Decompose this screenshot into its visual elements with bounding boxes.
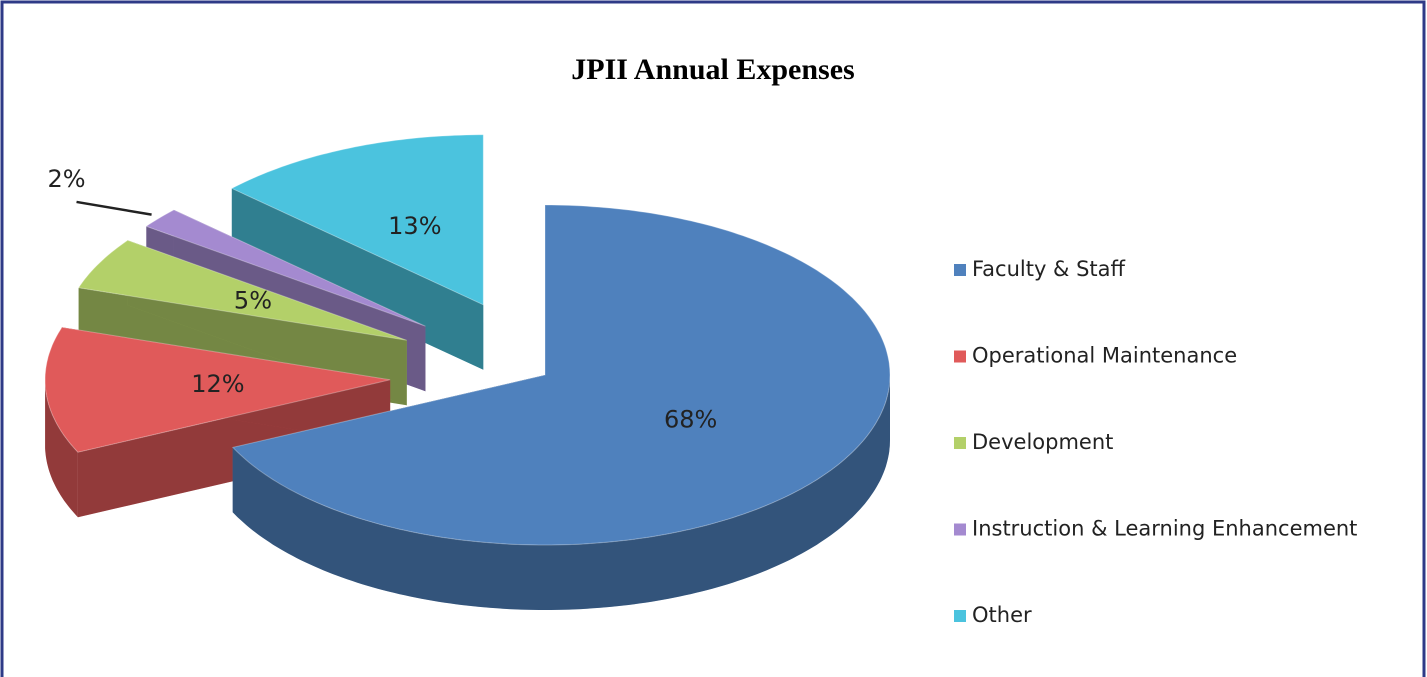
legend-label: Other	[972, 603, 1032, 627]
value-label: 12%	[191, 370, 244, 398]
legend-swatch	[954, 523, 966, 536]
slice	[231, 204, 891, 546]
value-label: 2%	[47, 165, 85, 193]
legend-swatch	[954, 264, 966, 276]
legend-label: Operational Maintenance	[972, 344, 1237, 368]
value-label: 5%	[234, 287, 272, 315]
chart-title: JPII Annual Expenses	[571, 53, 854, 86]
legend-label: Instruction & Learning Enhancement	[972, 517, 1357, 541]
slice	[145, 209, 426, 327]
slice-wall-shade	[232, 375, 891, 610]
callout-arrow	[76, 200, 152, 216]
slice	[44, 326, 391, 453]
legend-swatch	[954, 350, 966, 363]
legend-swatch	[954, 437, 966, 449]
slice-wall	[232, 375, 891, 610]
legend-swatch	[954, 610, 966, 622]
value-label: 13%	[388, 212, 441, 240]
slice	[230, 134, 484, 306]
legend-label: Faculty & Staff	[972, 257, 1126, 281]
slice-wall	[45, 379, 78, 518]
legend-label: Development	[972, 430, 1113, 454]
slice	[77, 239, 407, 341]
slice-wall-shade	[45, 379, 78, 518]
value-label: 68%	[664, 406, 717, 434]
